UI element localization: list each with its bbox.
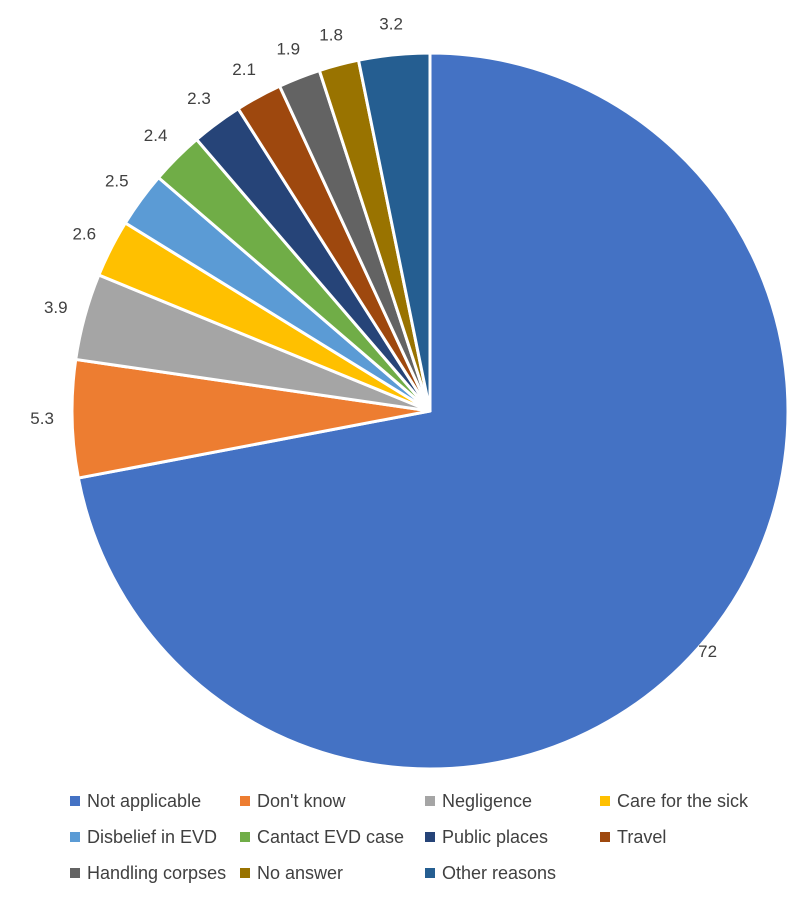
legend-swatch bbox=[240, 796, 250, 806]
legend-swatch bbox=[70, 796, 80, 806]
legend-swatch bbox=[600, 796, 610, 806]
legend-label: Cantact EVD case bbox=[257, 826, 405, 847]
legend-label: Travel bbox=[617, 826, 667, 847]
data-label-travel: 2.1 bbox=[232, 60, 256, 79]
data-label-disbelief-in-evd: 2.5 bbox=[105, 171, 129, 190]
legend-label: Not applicable bbox=[87, 790, 202, 811]
pie-slice-other-reasons bbox=[357, 51, 432, 413]
data-label-not-applicable: 72 bbox=[698, 642, 717, 661]
data-label-negligence: 3.9 bbox=[44, 298, 68, 317]
data-label-public-places: 2.3 bbox=[187, 89, 211, 108]
legend-swatch bbox=[70, 832, 80, 842]
legend-item-disbelief-in-evd: Disbelief in EVD bbox=[70, 826, 240, 848]
legend-item-not-applicable: Not applicable bbox=[70, 790, 240, 812]
legend-swatch bbox=[600, 832, 610, 842]
legend-label: Other reasons bbox=[442, 862, 557, 883]
legend-item-other-reasons: Other reasons bbox=[425, 862, 600, 884]
legend-item-care-for-the-sick: Care for the sick bbox=[600, 790, 790, 812]
pie-svg: 72 5.3 3.9 2.6 2.5 2.4 2.3 2.1 1.9 1.8 3.2 bbox=[30, 14, 790, 771]
legend-item-negligence: Negligence bbox=[425, 790, 600, 812]
data-label-don-t-know: 5.3 bbox=[30, 409, 54, 428]
legend-swatch bbox=[240, 832, 250, 842]
data-label-cantact-evd-case: 2.4 bbox=[144, 126, 168, 145]
legend-label: Public places bbox=[442, 826, 549, 847]
legend-item-handling-corpses: Handling corpses bbox=[70, 862, 240, 884]
legend-label: Disbelief in EVD bbox=[87, 826, 218, 847]
data-label-other-reasons: 3.2 bbox=[379, 14, 403, 33]
legend-swatch bbox=[240, 868, 250, 878]
legend-item-no-answer: No answer bbox=[240, 862, 425, 884]
chart-legend: Not applicable Don't know Negligence Care f… bbox=[70, 790, 790, 884]
data-label-care-for-the-sick: 2.6 bbox=[72, 224, 96, 243]
legend-item-travel: Travel bbox=[600, 826, 790, 848]
legend-swatch bbox=[70, 868, 80, 878]
data-label-handling-corpses: 1.9 bbox=[276, 39, 300, 58]
legend-item-cantact-evd-case: Cantact EVD case bbox=[240, 826, 425, 848]
legend-item-don-t-know: Don't know bbox=[240, 790, 425, 812]
legend-swatch bbox=[425, 832, 435, 842]
legend-swatch bbox=[425, 868, 435, 878]
pie-slice-not-applicable bbox=[76, 51, 790, 771]
legend-label: No answer bbox=[257, 862, 344, 883]
legend-swatch bbox=[425, 796, 435, 806]
legend-label: Don't know bbox=[257, 790, 346, 811]
legend-label: Care for the sick bbox=[617, 790, 749, 811]
legend-label: Handling corpses bbox=[87, 862, 227, 883]
legend-item-public-places: Public places bbox=[425, 826, 600, 848]
legend-label: Negligence bbox=[442, 790, 533, 811]
data-label-no-answer: 1.8 bbox=[319, 25, 343, 44]
